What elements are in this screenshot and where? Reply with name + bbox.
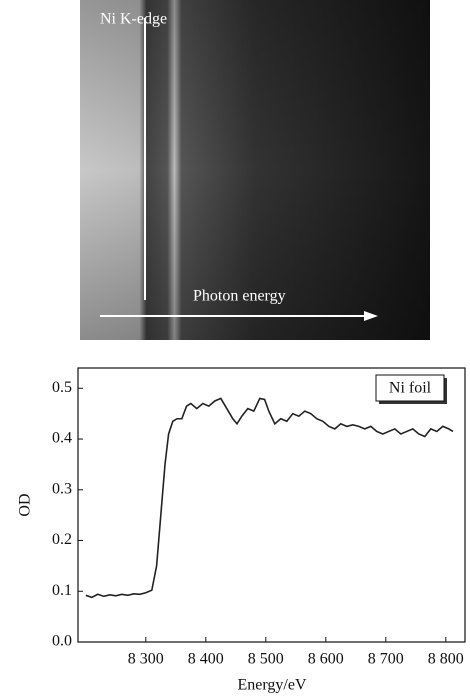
legend-box xyxy=(375,374,445,402)
edge-label: Ni K-edge xyxy=(100,11,167,28)
data-line xyxy=(85,397,454,599)
x-tick-label: 8 300 xyxy=(128,651,164,668)
x-tick-label: 8 500 xyxy=(248,651,284,668)
arrow-label: Photon energy xyxy=(193,288,286,305)
plot-frame xyxy=(77,367,466,643)
detector-image: Ni K-edge Photon energy xyxy=(80,0,430,340)
y-tick-label: 0.2 xyxy=(52,531,72,548)
y-tick-label: 0.3 xyxy=(52,480,72,497)
x-tick-label: 8 700 xyxy=(368,651,404,668)
legend-label: Ni foil xyxy=(389,380,432,397)
image-shade xyxy=(80,0,430,340)
y-axis-label: OD xyxy=(17,493,34,516)
x-axis-label: Energy/eV xyxy=(237,677,306,694)
y-tick-label: 0.0 xyxy=(52,633,72,650)
x-tick-label: 8 600 xyxy=(308,651,344,668)
y-tick-label: 0.5 xyxy=(52,379,72,396)
arrow-head xyxy=(364,311,378,321)
x-tick-label: 8 400 xyxy=(188,651,224,668)
y-tick-label: 0.4 xyxy=(52,430,72,447)
x-tick-label: 8 800 xyxy=(428,651,464,668)
y-tick-label: 0.1 xyxy=(52,582,72,599)
